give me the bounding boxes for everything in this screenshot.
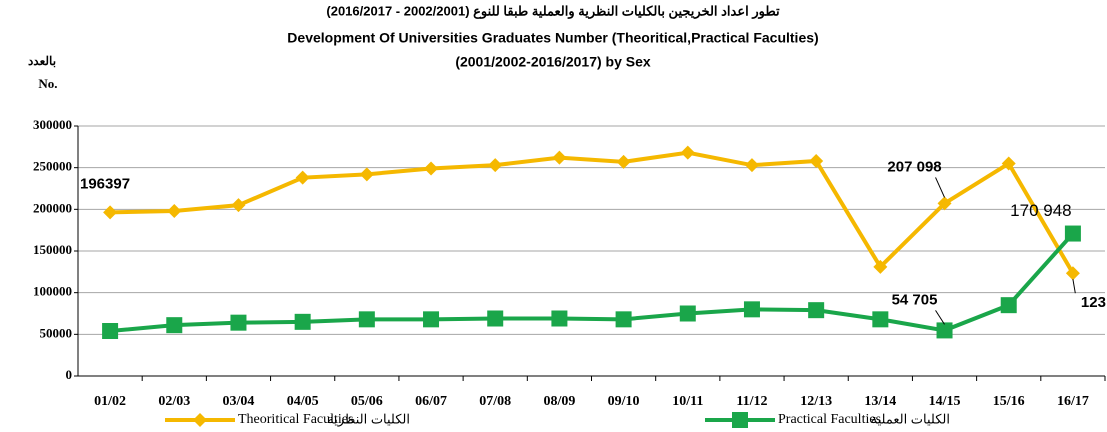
legend-label: Theoritical Faculties bbox=[238, 412, 353, 427]
data-point bbox=[872, 311, 889, 328]
data-point bbox=[616, 154, 631, 169]
data-point bbox=[551, 310, 568, 327]
data-point bbox=[488, 158, 503, 173]
x-tick-label: 11/12 bbox=[736, 394, 767, 409]
data-point bbox=[424, 161, 439, 176]
legend-marker bbox=[193, 413, 207, 427]
y-tick-label: 150000 bbox=[33, 242, 72, 257]
x-tick-label: 01/02 bbox=[94, 394, 126, 409]
y-label-ar: بالعدد bbox=[28, 54, 56, 68]
y-tick-label: 50000 bbox=[40, 325, 73, 340]
leader-line bbox=[935, 177, 945, 198]
x-tick-label: 15/16 bbox=[993, 394, 1025, 409]
legend-label-ar: الكليات العملية bbox=[871, 411, 950, 426]
data-point bbox=[231, 198, 246, 213]
chart-subtitle: (2001/2002-2016/2017) by Sex bbox=[455, 54, 651, 70]
data-point bbox=[295, 170, 310, 185]
chart-title-ar: تطور اعداد الخريجين بالكليات النظرية وال… bbox=[326, 3, 780, 19]
chart-title: Development Of Universities Graduates Nu… bbox=[287, 30, 818, 46]
data-point bbox=[358, 311, 375, 328]
data-point bbox=[487, 310, 504, 327]
data-point bbox=[552, 150, 567, 165]
data-point bbox=[1000, 297, 1017, 314]
data-point bbox=[936, 322, 953, 339]
data-label: 196397 bbox=[80, 175, 130, 192]
x-tick-label: 09/10 bbox=[608, 394, 640, 409]
data-point bbox=[166, 317, 183, 334]
x-tick-label: 05/06 bbox=[351, 394, 383, 409]
legend-label-ar: الكليات النظرية bbox=[327, 411, 410, 427]
leader-line bbox=[935, 310, 945, 325]
data-point bbox=[744, 158, 759, 173]
x-tick-label: 02/03 bbox=[158, 394, 190, 409]
data-point bbox=[103, 205, 118, 220]
data-label: 207 098 bbox=[887, 158, 941, 175]
series-line bbox=[110, 150, 1075, 275]
x-tick-label: 07/08 bbox=[479, 394, 511, 409]
data-point bbox=[1064, 225, 1081, 242]
x-tick-label: 14/15 bbox=[929, 394, 961, 409]
x-tick-label: 10/11 bbox=[672, 394, 703, 409]
y-tick-label: 100000 bbox=[33, 284, 72, 299]
data-point bbox=[809, 154, 824, 168]
data-point bbox=[230, 314, 247, 331]
x-tick-label: 06/07 bbox=[415, 394, 447, 409]
data-point bbox=[359, 167, 374, 182]
y-tick-label: 200000 bbox=[33, 200, 72, 215]
data-label: 170 948 bbox=[1010, 201, 1071, 220]
data-point bbox=[615, 311, 632, 328]
leader-line bbox=[1072, 279, 1076, 294]
legend-label: Practical Faculties bbox=[778, 412, 881, 427]
data-point bbox=[808, 302, 825, 319]
data-point bbox=[294, 313, 311, 330]
data-point bbox=[1065, 266, 1080, 281]
data-point bbox=[680, 145, 695, 160]
data-point bbox=[423, 311, 440, 328]
data-point bbox=[1001, 156, 1016, 171]
x-tick-label: 12/13 bbox=[800, 394, 832, 409]
x-tick-label: 16/17 bbox=[1057, 394, 1089, 409]
y-label: No. bbox=[38, 76, 57, 91]
x-tick-label: 08/09 bbox=[543, 394, 575, 409]
x-tick-label: 13/14 bbox=[864, 394, 896, 409]
legend-marker bbox=[732, 412, 748, 428]
y-tick-label: 250000 bbox=[33, 159, 72, 174]
x-tick-label: 04/05 bbox=[287, 394, 319, 409]
data-point bbox=[679, 305, 696, 322]
data-point bbox=[102, 323, 119, 339]
data-point bbox=[743, 301, 760, 318]
data-label: 54 705 bbox=[892, 291, 938, 308]
data-point bbox=[873, 259, 888, 274]
y-tick-label: 300000 bbox=[33, 117, 72, 132]
data-point bbox=[167, 204, 182, 218]
data-point bbox=[937, 196, 952, 211]
data-label: 123 375 bbox=[1081, 294, 1107, 311]
x-tick-label: 03/04 bbox=[223, 394, 255, 409]
y-tick-label: 0 bbox=[66, 367, 73, 382]
series-line bbox=[109, 232, 1075, 333]
